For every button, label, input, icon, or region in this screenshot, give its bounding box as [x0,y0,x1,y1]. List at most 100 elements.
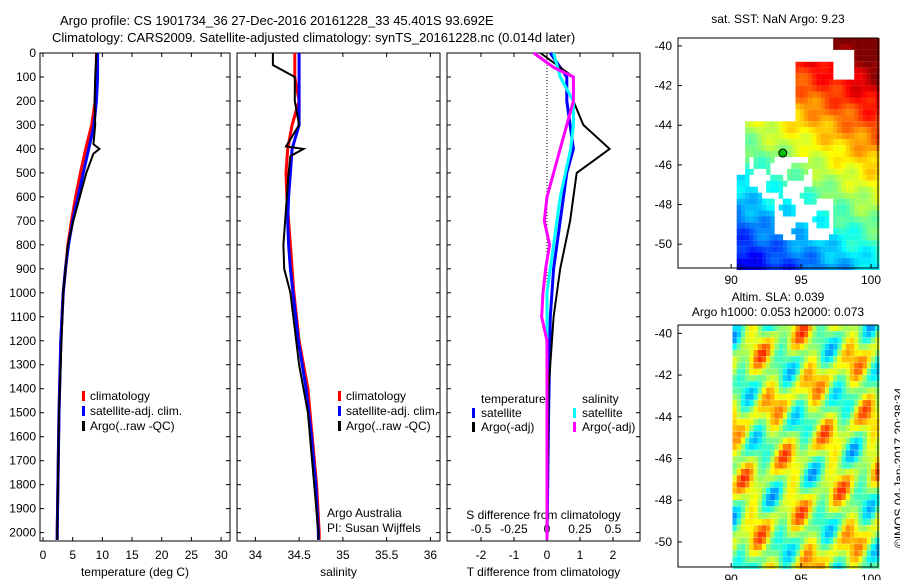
map-cell [854,331,859,338]
map-cell [774,133,779,140]
map-cell [799,544,805,551]
map-cell [774,139,779,146]
map-cell [862,393,867,400]
map-cell [816,216,821,223]
map-cell [757,431,763,438]
depth-tick-label: 2000 [9,526,36,540]
map-cell [837,240,842,247]
map-cell [808,462,813,469]
map-cell [757,356,763,363]
map-cell [862,103,867,110]
map-cell [766,356,771,363]
map-cell [774,368,779,375]
map-cell [858,55,863,62]
map-cell [850,43,855,50]
map-cell [866,544,872,551]
map-cell [875,121,880,128]
map-cell [820,168,826,175]
depth-tick-label: 1700 [9,454,36,468]
salinity-x-tick-label: 35 [336,548,350,562]
map-cell [770,216,775,223]
map-cell [845,537,851,544]
map-cell [808,481,813,488]
map-cell [862,210,867,217]
map-cell [812,337,817,344]
map-cell [820,151,826,157]
map-cell [812,462,817,469]
map-cell [837,145,842,152]
map-cell [753,406,758,413]
map-cell [816,67,821,74]
map-cell [745,550,750,557]
map-cell [833,406,838,413]
map-cell [749,431,754,438]
map-cell [833,544,838,551]
map-cell [803,162,809,169]
map-cell [761,468,767,475]
map-cell [770,494,775,500]
map-cell [799,240,805,247]
map-cell [778,500,784,507]
map-cell [866,375,872,382]
map-cell [845,412,851,419]
map-cell [770,500,775,507]
map-cell [782,258,788,265]
map-cell [749,252,754,259]
map-cell [854,337,859,344]
map-cell [812,216,817,223]
map-cell [866,350,872,356]
map-cell [871,43,876,50]
map-cell [766,127,771,134]
map-cell [841,400,846,407]
map-cell [866,252,872,259]
map-cell [770,519,775,525]
map-cell [837,174,842,181]
map-cell [749,462,754,469]
map-cell [862,368,867,375]
map-cell [778,456,784,463]
map-cell [824,331,830,338]
map-cell [799,431,805,438]
map-cell [799,337,805,344]
map-cell [799,258,805,265]
map-cell [875,174,880,181]
map-cell [791,519,796,525]
map-cell [845,79,851,86]
map-cell [845,103,851,110]
map-cell [745,350,750,356]
map-cell [757,400,763,407]
map-cell [850,450,855,457]
map-cell [782,456,788,463]
map-cell [824,525,830,532]
map-cell [816,387,821,394]
map-cell [850,145,855,152]
map-cell [770,531,775,538]
map-cell [820,79,826,86]
map-cell [766,418,771,425]
map-cell [816,331,821,338]
map-cell [782,393,788,400]
map-cell [854,368,859,375]
map-cell [740,481,746,488]
map-cell [753,362,758,369]
map-cell [770,368,775,375]
map-cell [753,537,758,544]
map-cell [875,362,880,369]
map-cell [871,450,876,457]
map-cell [812,443,817,450]
map-cell [862,506,867,513]
map-cell [871,151,876,157]
map-cell [782,331,788,338]
map-cell [862,73,867,80]
map-cell [854,400,859,407]
map-cell [862,475,867,482]
map-cell [745,133,750,140]
map-cell [820,487,826,494]
map-cell [824,216,830,223]
sla-map-lon-tick-label: 95 [794,572,808,580]
map-cell [803,61,809,68]
map-cell [766,550,771,557]
map-cell [862,519,867,525]
map-cell [820,85,826,92]
map-cell [812,331,817,338]
